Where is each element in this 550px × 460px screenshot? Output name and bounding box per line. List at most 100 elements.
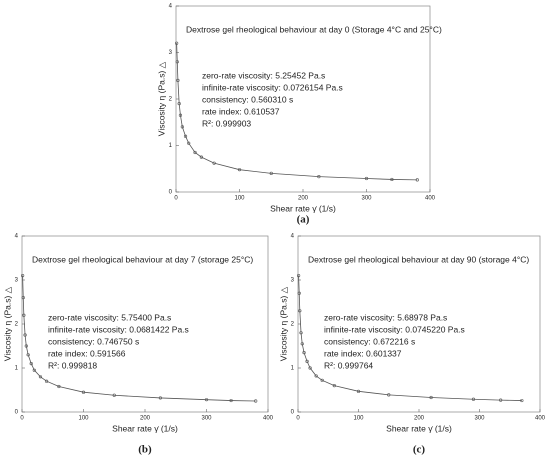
data-point [21,274,25,278]
data-point [302,351,306,355]
data-point [520,398,524,403]
annotation: rate index: 0.591566 [48,348,126,358]
data-line [22,275,256,402]
data-point [297,274,301,278]
data-point [38,375,43,379]
y-tick-label: 3 [169,50,173,56]
data-point [299,331,303,335]
data-point [317,175,321,179]
x-tick-label: 200 [298,196,309,202]
data-point [364,176,369,181]
y-tick-label: 3 [15,278,19,284]
data-point [297,291,301,295]
data-point [314,374,318,378]
y-tick-label: 0 [15,410,19,416]
panel-caption: (c) [413,444,426,456]
data-point [183,134,188,138]
y-tick-label: 1 [15,366,19,372]
annotation: infinite-rate viscosity: 0.0745220 Pa.s [324,324,465,334]
chart-title: Dextrose gel rheological behaviour at da… [186,24,442,34]
x-tick-label: 300 [474,416,485,422]
data-point [199,155,203,159]
data-point [180,125,184,129]
x-tick-label: 100 [78,416,89,422]
annotation: zero-rate viscosity: 5.68978 Pa.s [324,312,447,322]
annotation: R²: 0.999818 [48,360,97,370]
data-point [300,342,304,346]
y-tick-label: 3 [291,278,295,284]
data-point [177,102,181,106]
data-point [269,171,273,175]
x-tick-label: 200 [414,416,425,422]
data-point [212,161,216,165]
y-tick-label: 1 [169,143,173,149]
y-tick-label: 4 [291,234,295,240]
x-tick-label: 300 [361,196,372,202]
data-point [237,168,242,172]
annotation: consistency: 0.560310 s [202,94,293,104]
data-point [429,395,433,400]
data-point [254,399,258,403]
y-tick-label: 4 [169,4,173,10]
data-point [415,178,419,182]
data-line [176,43,418,181]
x-tick-label: 0 [174,196,178,202]
x-axis-label: Shear rate γ̇ (1/s) [112,423,178,433]
x-tick-label: 100 [353,416,364,422]
data-point [26,353,30,357]
data-point [23,333,27,337]
data-point [57,384,61,389]
y-axis-label: Viscosity η (Pa.s) △ [156,61,166,136]
data-point [21,296,25,300]
data-point [175,41,179,45]
x-tick-label: 100 [234,196,245,202]
annotation: zero-rate viscosity: 5.75400 Pa.s [48,312,171,322]
y-tick-label: 2 [291,322,295,328]
data-point [229,398,233,403]
data-point [193,150,197,155]
data-point [32,368,36,372]
data-point [308,366,312,370]
annotation: R²: 0.999903 [202,118,251,128]
y-axis-label: Viscosity η (Pa.s) △ [278,286,288,361]
data-point [332,384,336,388]
annotation: consistency: 0.672216 s [324,336,415,346]
data-point [112,393,116,397]
y-tick-label: 2 [169,97,173,103]
x-axis-label: Shear rate γ̇ (1/s) [270,203,336,213]
y-tick-label: 1 [291,366,295,372]
annotation: infinite-rate viscosity: 0.0681422 Pa.s [48,324,189,334]
y-tick-label: 4 [15,234,19,240]
chart-title: Dextrose gel rheological behaviour at da… [32,254,253,264]
y-tick-label: 2 [15,322,19,328]
data-point [81,390,86,394]
data-point [471,397,476,401]
y-axis-label: Viscosity η (Pa.s) △ [2,286,12,361]
data-point [499,398,503,402]
panel-caption: (a) [297,214,310,226]
annotation: infinite-rate viscosity: 0.0726154 Pa.s [202,82,343,92]
annotation: consistency: 0.746750 s [48,336,139,346]
data-point [158,396,162,400]
data-point [29,362,33,366]
data-point [390,177,394,182]
data-point [356,389,361,393]
chart-title: Dextrose gel rheological behaviour at da… [308,254,529,264]
annotation: zero-rate viscosity: 5.25452 Pa.s [202,70,325,80]
x-tick-label: 200 [140,416,151,422]
x-tick-label: 0 [20,416,24,422]
data-point [176,78,180,82]
x-axis-label: Shear rate γ̇ (1/s) [386,423,452,433]
data-point [24,344,28,348]
data-line [298,275,522,401]
x-tick-label: 0 [296,416,300,422]
x-tick-label: 400 [425,196,436,202]
y-tick-label: 0 [291,410,295,416]
annotation: rate index: 0.610537 [202,106,280,116]
data-point [320,378,324,382]
annotation: rate index: 0.601337 [324,348,402,358]
data-point [22,313,26,317]
data-point [298,309,302,313]
data-point [44,379,49,383]
